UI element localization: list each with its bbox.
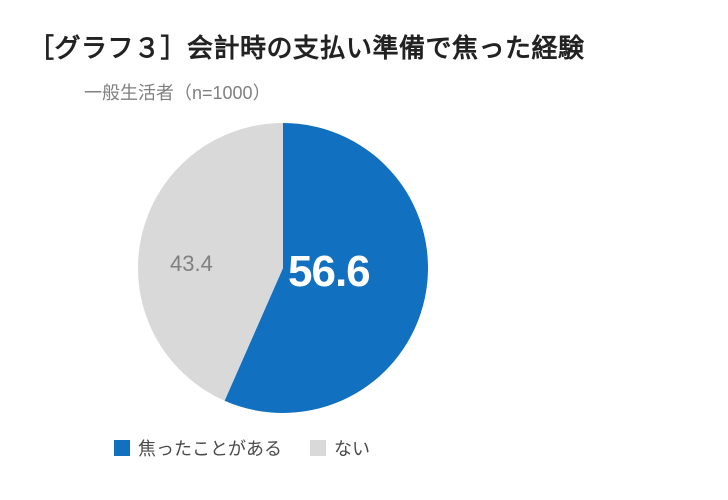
slice-value-sub: 43.4 (170, 251, 213, 277)
legend-item: ない (310, 435, 370, 461)
chart-title: ［グラフ３］会計時の支払い準備で焦った経験 (28, 28, 700, 65)
slice-value-main: 56.6 (288, 247, 370, 297)
legend-item: 焦ったことがある (114, 435, 282, 461)
pie-chart: 56.6 43.4 (138, 123, 428, 413)
legend-label: ない (334, 435, 370, 461)
legend: 焦ったことがある ない (114, 435, 700, 461)
legend-swatch (310, 440, 326, 456)
chart-subtitle: 一般生活者（n=1000） (84, 79, 700, 105)
legend-swatch (114, 440, 130, 456)
legend-label: 焦ったことがある (138, 435, 282, 461)
